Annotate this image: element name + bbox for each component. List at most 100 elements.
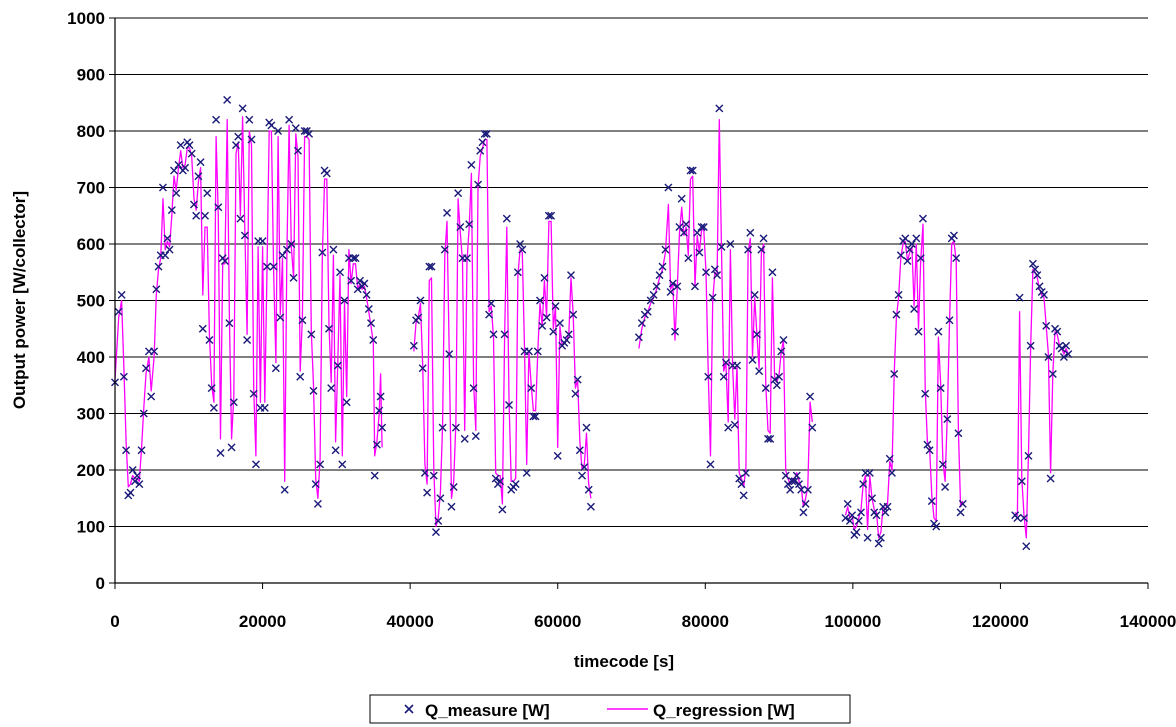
measure-point [524,347,533,356]
measure-point [438,423,447,432]
measure-point [956,508,965,517]
x-tick-label: 40000 [387,612,434,631]
measure-point [567,271,575,280]
measure-point [196,158,205,167]
measure-point [761,384,770,393]
measure-point [892,310,901,319]
measure-point [476,146,485,155]
measure-point [580,463,589,472]
measure-point [779,336,788,345]
measure-point [198,324,207,333]
measure-point [327,384,336,393]
measure-point [584,485,593,494]
measure-point [367,319,376,328]
measure-point [1062,341,1071,350]
measure-point [918,214,927,223]
measure-point [1059,353,1068,361]
measure-point [496,477,505,486]
measure-point [540,273,549,282]
measure-point [216,449,225,458]
measure-point [1064,350,1073,359]
measure-point [794,480,803,489]
y-tick-label: 100 [77,518,105,537]
measure-point [695,248,704,257]
measure-point [688,166,697,175]
measure-point [152,285,161,294]
measure-point [518,245,527,254]
measure-point [236,214,245,223]
measure-point [643,307,652,316]
measure-point [668,279,677,288]
measure-point [586,502,595,511]
measure-point [349,254,358,263]
measure-point [679,228,688,237]
measure-point [693,228,702,237]
measure-point [414,313,423,322]
measure-point [1026,341,1035,350]
measure-point [666,288,675,297]
measure-point [276,313,285,322]
measure-point [489,330,498,339]
measure-point [916,254,925,263]
measure-point [664,183,673,192]
measure-point [137,446,146,455]
measure-point [220,256,229,265]
measure-point [564,330,573,339]
measure-point [240,231,249,240]
measure-point [887,468,896,477]
measure-point [914,327,923,336]
measure-point [309,386,318,395]
measure-point [527,384,536,393]
measure-point [114,307,123,316]
measure-point [516,240,525,248]
measure-point [958,499,967,508]
measure-point [843,499,852,508]
measure-point [203,189,212,198]
regression-line-segment [114,116,383,499]
measure-point [318,248,327,257]
measure-point [856,508,865,517]
measure-point [436,494,445,503]
measure-point [447,502,456,511]
x-tick-label: 0 [110,612,119,631]
measure-point [655,271,664,280]
measure-point [214,203,223,212]
measure-point [513,268,522,277]
measure-point [194,172,203,181]
measure-point [717,242,726,251]
measure-point [901,234,910,243]
measure-point [445,350,454,359]
measure-point [841,514,850,523]
measure-point [454,189,463,198]
measure-point [209,403,218,412]
regression-series [114,116,1069,539]
measure-point [119,372,128,381]
measure-point [245,115,254,124]
measure-point [465,220,474,229]
measure-point [759,234,768,243]
measure-point [786,485,795,494]
measure-point [661,245,670,254]
measure-point [243,336,252,345]
measure-point [741,468,750,477]
measure-point [806,392,815,401]
measure-point [296,372,305,381]
measure-point [808,423,817,432]
measure-point [467,160,476,169]
y-tick-label: 0 [96,574,105,593]
measure-point [1017,477,1026,486]
measure-point [471,432,480,441]
measure-point [675,223,684,232]
measure-point [375,406,384,415]
measure-point [1020,514,1029,523]
measure-point [378,423,387,432]
measure-point [739,491,748,500]
measure-point [229,398,238,407]
regression-line-segment [844,223,964,539]
measure-point [1013,514,1022,523]
measure-point [289,273,298,282]
measure-point [885,454,894,463]
measure-point [673,282,682,291]
measure-point [305,129,314,138]
measure-point [788,477,797,486]
